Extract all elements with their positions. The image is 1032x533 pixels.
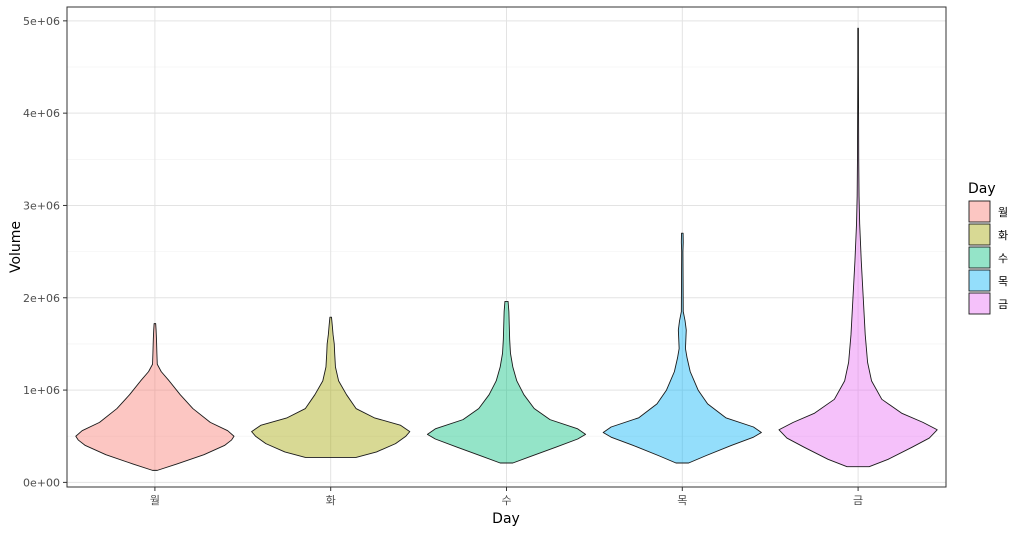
x-tick-label: 월 [150,494,160,507]
x-tick-label: 금 [853,494,863,507]
legend-key [968,200,991,223]
y-tick-label: 4e+06 [23,107,60,120]
legend-title: Day [968,181,996,197]
y-tick-label: 5e+06 [23,15,60,28]
violin-3 [426,301,587,464]
y-axis-title: Volume [8,221,24,273]
legend-key [968,292,991,315]
y-tick-label: 3e+06 [23,199,60,212]
legend-key [968,246,991,269]
grid-lines [67,7,946,487]
violin-5 [778,27,938,468]
legend-key [968,223,991,246]
legend-label: 목 [998,275,1008,288]
violin-2 [251,316,411,458]
x-tick-label: 화 [326,494,336,507]
legend-label: 금 [998,298,1008,311]
y-tick-label: 1e+06 [23,384,60,397]
violin-1 [75,323,235,471]
x-tick-label: 목 [677,494,687,507]
y-tick-label: 0e+00 [23,476,60,489]
legend-key [968,269,991,292]
violins [75,27,938,471]
y-axis-ticks: 0e+00 1e+06 2e+06 3e+06 4e+06 5e+06 [23,15,67,489]
legend-label: 수 [998,252,1008,265]
x-tick-label: 수 [501,494,511,507]
violin-4 [602,232,762,464]
y-tick-label: 2e+06 [23,292,60,305]
x-axis-title: Day [492,511,520,527]
legend-label: 월 [998,206,1008,219]
legend-label: 화 [998,229,1008,242]
